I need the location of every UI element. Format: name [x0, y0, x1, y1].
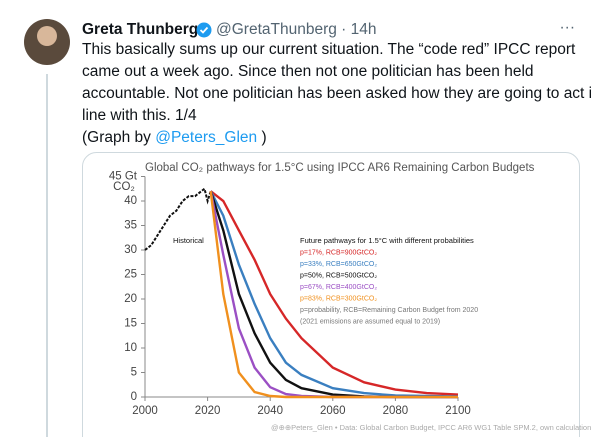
author-name[interactable]: Greta Thunberg [82, 21, 198, 38]
x-tick-label: 2020 [195, 405, 221, 417]
y-tick-label: 45 Gt [109, 171, 138, 183]
footer: @⊕⊕Peters_Glen • Data: Global Carbon Bud… [271, 423, 591, 432]
chart-title: Global CO₂ pathways for 1.5°C using IPCC… [145, 162, 535, 174]
menu[interactable]: ··· [560, 19, 576, 36]
y-label: CO₂ [113, 181, 135, 193]
y-tick-label: 20 [124, 293, 137, 305]
tweet: Greta Thunberg @GretaThunberg · 14h ··· … [0, 0, 591, 437]
credit: (Graph by @Peters_Glen ) [82, 129, 267, 146]
y-tick-label: 40 [124, 195, 137, 207]
tweet-line: line with this. 1/4 [82, 107, 197, 124]
page: {"tweet":{"name":"Greta Thunberg","meta"… [0, 0, 591, 437]
credit-link[interactable]: @Peters_Glen [155, 129, 257, 146]
x-tick-label: 2100 [445, 405, 471, 417]
legend-title: Future pathways for 1.5°C with different… [300, 236, 474, 245]
y-tick-label: 10 [124, 342, 137, 354]
x-tick-label: 2060 [320, 405, 346, 417]
y-tick-label: 35 [124, 220, 137, 232]
legend-note: p=probability, RCB=Remaining Carbon Budg… [300, 307, 478, 314]
credit-prefix: (Graph by [82, 129, 155, 146]
x-tick-label: 2080 [383, 405, 409, 417]
tweet-line: accountable. Not one politician has been… [82, 85, 591, 102]
verified-badge [197, 23, 212, 38]
y-tick-label: 5 [131, 367, 137, 379]
tweet-line: This basically sums up our current situa… [82, 41, 576, 58]
y-tick-label: 25 [124, 269, 137, 281]
y-tick-label: 15 [124, 318, 137, 330]
annotation: Historical [173, 236, 204, 245]
x-tick-label: 2040 [257, 405, 283, 417]
legend-entry: p=33%, RCB=650GtCO₂ [300, 261, 377, 268]
credit-suffix: ) [257, 129, 266, 146]
legend-entry: p=17%, RCB=900GtCO₂ [300, 249, 377, 256]
legend-entry: p=83%, RCB=300GtCO₂ [300, 295, 377, 302]
legend-entry: p=67%, RCB=400GtCO₂ [300, 284, 377, 291]
y-tick-label: 30 [124, 244, 137, 256]
y-tick-label: 0 [131, 391, 137, 403]
tweet-line: came out a week ago. Since then not one … [82, 63, 534, 80]
author-meta[interactable]: @GretaThunberg · 14h [216, 21, 377, 38]
x-tick-label: 2000 [132, 405, 158, 417]
avatar-face [37, 26, 57, 46]
legend-note: (2021 emissions are assumed equal to 201… [300, 318, 440, 325]
legend-entry: p=50%, RCB=500GtCO₂ [300, 272, 377, 279]
